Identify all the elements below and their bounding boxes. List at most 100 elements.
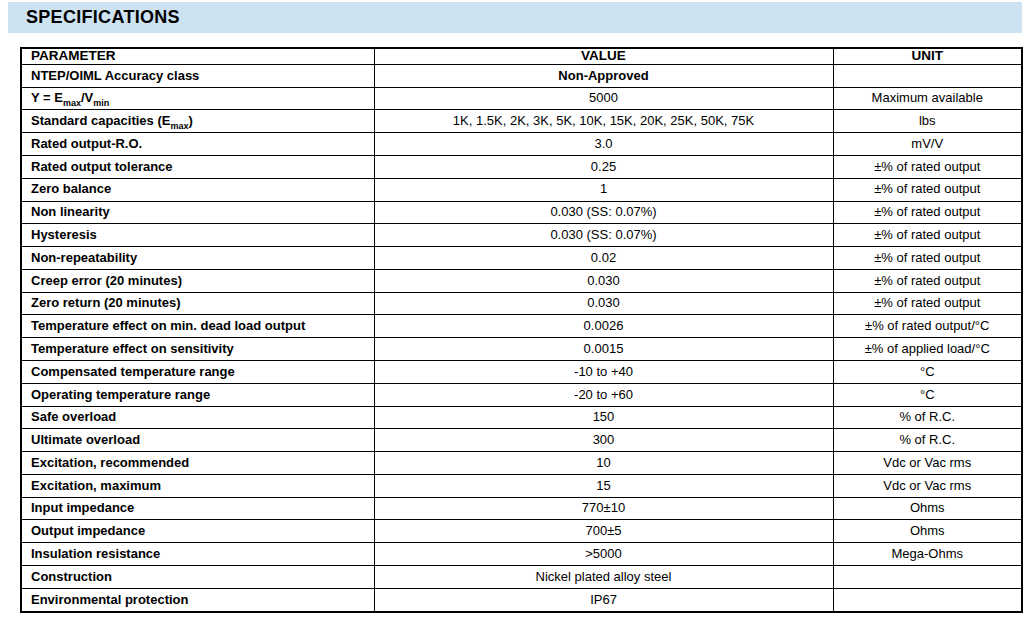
value-cell: 5000: [374, 87, 833, 110]
parameter-cell: Temperature effect on min. dead load out…: [21, 315, 374, 338]
parameter-cell: Construction: [21, 566, 374, 589]
unit-cell: Ohms: [833, 520, 1022, 543]
table-row: Non linearity 0.030 (SS: 0.07%) ±% of ra…: [21, 201, 1022, 224]
parameter-cell: Non linearity: [21, 201, 374, 224]
table-header-row: PARAMETER VALUE UNIT: [21, 48, 1022, 64]
unit-cell: [833, 566, 1022, 589]
value-cell: -10 to +40: [374, 361, 833, 384]
parameter-cell: Safe overload: [21, 406, 374, 429]
parameter-cell: Hysteresis: [21, 224, 374, 247]
unit-cell: Vdc or Vac rms: [833, 452, 1022, 475]
table-row: Operating temperature range -20 to +60 °…: [21, 383, 1022, 406]
unit-cell: °C: [833, 383, 1022, 406]
unit-cell: lbs: [833, 110, 1022, 133]
parameter-cell: Temperature effect on sensitivity: [21, 338, 374, 361]
table-row: Standard capacities (Emax) 1K, 1.5K, 2K,…: [21, 110, 1022, 133]
value-cell: Non-Approved: [374, 64, 833, 87]
unit-cell: [833, 64, 1022, 87]
table-row: NTEP/OIML Accuracy class Non-Approved: [21, 64, 1022, 87]
table-row: Output impedance 700±5 Ohms: [21, 520, 1022, 543]
table-row: Safe overload 150 % of R.C.: [21, 406, 1022, 429]
unit-cell: Ohms: [833, 497, 1022, 520]
table-row: Excitation, maximum 15 Vdc or Vac rms: [21, 474, 1022, 497]
unit-cell: ±% of rated output: [833, 201, 1022, 224]
table-row: Zero balance 1 ±% of rated output: [21, 178, 1022, 201]
value-cell: 0.030: [374, 292, 833, 315]
unit-cell: ±% of rated output: [833, 292, 1022, 315]
value-cell: Nickel plated alloy steel: [374, 566, 833, 589]
value-cell: 10: [374, 452, 833, 475]
table-row: Excitation, recommended 10 Vdc or Vac rm…: [21, 452, 1022, 475]
unit-cell: ±% of rated output: [833, 155, 1022, 178]
value-cell: 300: [374, 429, 833, 452]
value-cell: 700±5: [374, 520, 833, 543]
unit-cell: ±% of rated output: [833, 247, 1022, 270]
table-body: NTEP/OIML Accuracy class Non-Approved Y …: [21, 64, 1022, 612]
table-row: Ultimate overload 300 % of R.C.: [21, 429, 1022, 452]
parameter-cell: NTEP/OIML Accuracy class: [21, 64, 374, 87]
parameter-cell: Zero return (20 minutes): [21, 292, 374, 315]
value-cell: 1K, 1.5K, 2K, 3K, 5K, 10K, 15K, 20K, 25K…: [374, 110, 833, 133]
table-row: Y = Emax/Vmin 5000 Maximum available: [21, 87, 1022, 110]
table-row: Temperature effect on sensitivity 0.0015…: [21, 338, 1022, 361]
table-row: Zero return (20 minutes) 0.030 ±% of rat…: [21, 292, 1022, 315]
value-cell: 1: [374, 178, 833, 201]
specifications-table: PARAMETER VALUE UNIT NTEP/OIML Accuracy …: [20, 47, 1023, 613]
unit-cell: % of R.C.: [833, 429, 1022, 452]
value-cell: 3.0: [374, 133, 833, 156]
table-row: Compensated temperature range -10 to +40…: [21, 361, 1022, 384]
column-header-unit: UNIT: [833, 48, 1022, 64]
unit-cell: [833, 588, 1022, 612]
value-cell: 0.0015: [374, 338, 833, 361]
table-row: Creep error (20 minutes) 0.030 ±% of rat…: [21, 269, 1022, 292]
table-row: Non-repeatability 0.02 ±% of rated outpu…: [21, 247, 1022, 270]
value-cell: 770±10: [374, 497, 833, 520]
table-row: Temperature effect on min. dead load out…: [21, 315, 1022, 338]
table-row: Construction Nickel plated alloy steel: [21, 566, 1022, 589]
table-row: Hysteresis 0.030 (SS: 0.07%) ±% of rated…: [21, 224, 1022, 247]
unit-cell: ±% of rated output/°C: [833, 315, 1022, 338]
value-cell: 0.25: [374, 155, 833, 178]
parameter-cell: Compensated temperature range: [21, 361, 374, 384]
unit-cell: Maximum available: [833, 87, 1022, 110]
section-header-bar: SPECIFICATIONS: [8, 2, 1022, 33]
parameter-cell: Excitation, recommended: [21, 452, 374, 475]
parameter-cell: Excitation, maximum: [21, 474, 374, 497]
value-cell: 15: [374, 474, 833, 497]
table-row: Input impedance 770±10 Ohms: [21, 497, 1022, 520]
unit-cell: °C: [833, 361, 1022, 384]
parameter-cell: Zero balance: [21, 178, 374, 201]
value-cell: 0.030 (SS: 0.07%): [374, 201, 833, 224]
value-cell: 0.0026: [374, 315, 833, 338]
parameter-cell: Creep error (20 minutes): [21, 269, 374, 292]
value-cell: 0.030: [374, 269, 833, 292]
parameter-cell: Input impedance: [21, 497, 374, 520]
parameter-cell: Insulation resistance: [21, 543, 374, 566]
table-row: Environmental protection IP67: [21, 588, 1022, 612]
value-cell: 0.030 (SS: 0.07%): [374, 224, 833, 247]
parameter-cell: Standard capacities (Emax): [21, 110, 374, 133]
parameter-cell: Output impedance: [21, 520, 374, 543]
parameter-cell: Operating temperature range: [21, 383, 374, 406]
column-header-parameter: PARAMETER: [21, 48, 374, 64]
parameter-cell: Non-repeatability: [21, 247, 374, 270]
value-cell: IP67: [374, 588, 833, 612]
unit-cell: ±% of rated output: [833, 269, 1022, 292]
unit-cell: Vdc or Vac rms: [833, 474, 1022, 497]
table-row: Rated output-R.O. 3.0 mV/V: [21, 133, 1022, 156]
value-cell: 0.02: [374, 247, 833, 270]
unit-cell: ±% of rated output: [833, 224, 1022, 247]
unit-cell: % of R.C.: [833, 406, 1022, 429]
parameter-cell: Rated output-R.O.: [21, 133, 374, 156]
parameter-cell: Rated output tolerance: [21, 155, 374, 178]
value-cell: 150: [374, 406, 833, 429]
page-title: SPECIFICATIONS: [26, 7, 180, 28]
table-row: Rated output tolerance 0.25 ±% of rated …: [21, 155, 1022, 178]
spec-sheet-page: { "header": { "title": "SPECIFICATIONS" …: [0, 0, 1029, 619]
parameter-cell: Y = Emax/Vmin: [21, 87, 374, 110]
parameter-cell: Environmental protection: [21, 588, 374, 612]
value-cell: >5000: [374, 543, 833, 566]
unit-cell: ±% of rated output: [833, 178, 1022, 201]
parameter-cell: Ultimate overload: [21, 429, 374, 452]
table-row: Insulation resistance >5000 Mega-Ohms: [21, 543, 1022, 566]
